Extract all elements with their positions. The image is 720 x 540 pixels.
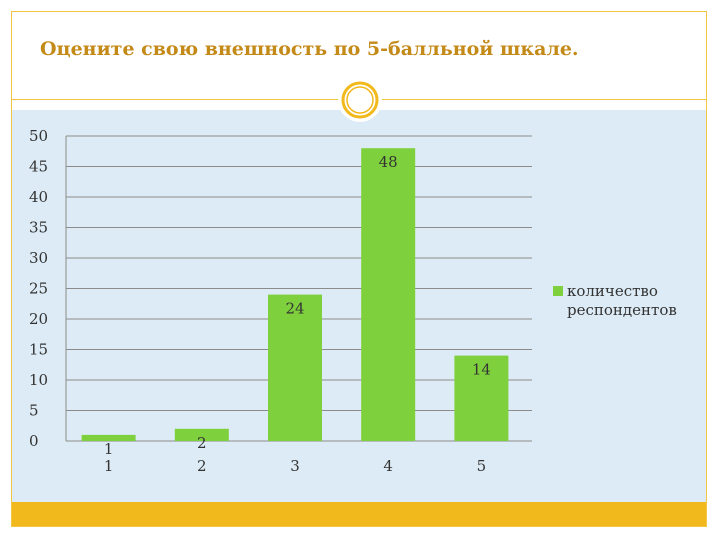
y-tick-label: 40 [29,188,48,206]
y-tick-label: 35 [29,219,48,237]
y-tick-label: 30 [29,249,48,267]
data-label: 48 [379,153,398,171]
x-tick-label: 1 [104,457,114,475]
y-tick-label: 0 [29,432,39,450]
x-tick-label: 3 [290,457,300,475]
bar [268,294,322,441]
y-tick-label: 45 [29,158,48,176]
bar [174,428,229,441]
bar [454,355,509,441]
footer-band [12,502,706,526]
bar [361,148,416,441]
ring-ornament-graphic [341,81,379,119]
data-label: 2 [197,434,207,452]
y-tick-label: 5 [29,402,39,420]
bar [81,434,136,441]
bars [81,148,509,441]
y-tick-label: 25 [29,280,48,298]
data-label: 14 [472,361,491,379]
y-tick-label: 15 [29,341,48,359]
y-tick-label: 50 [29,127,48,145]
x-tick-label: 2 [197,457,207,475]
legend-swatch [553,286,563,296]
data-label: 24 [285,300,304,318]
x-tick-label: 5 [477,457,487,475]
data-label: 1 [104,440,114,458]
slide-title: Оцените свою внешность по 5-балльной шка… [40,38,579,60]
y-tick-label: 10 [29,371,48,389]
data-labels: 1 2 24 48 14 [104,153,491,458]
y-tick-label: 20 [29,310,48,328]
x-tick-label: 4 [383,457,393,475]
x-axis-ticks: 1 2 3 4 5 [104,457,486,475]
legend-label: количество респондентов [567,282,677,319]
legend: количество респондентов [553,282,703,320]
ring-ornament-icon [338,78,382,122]
y-axis-ticks: 0 5 10 15 20 25 30 35 40 45 50 [29,127,48,450]
